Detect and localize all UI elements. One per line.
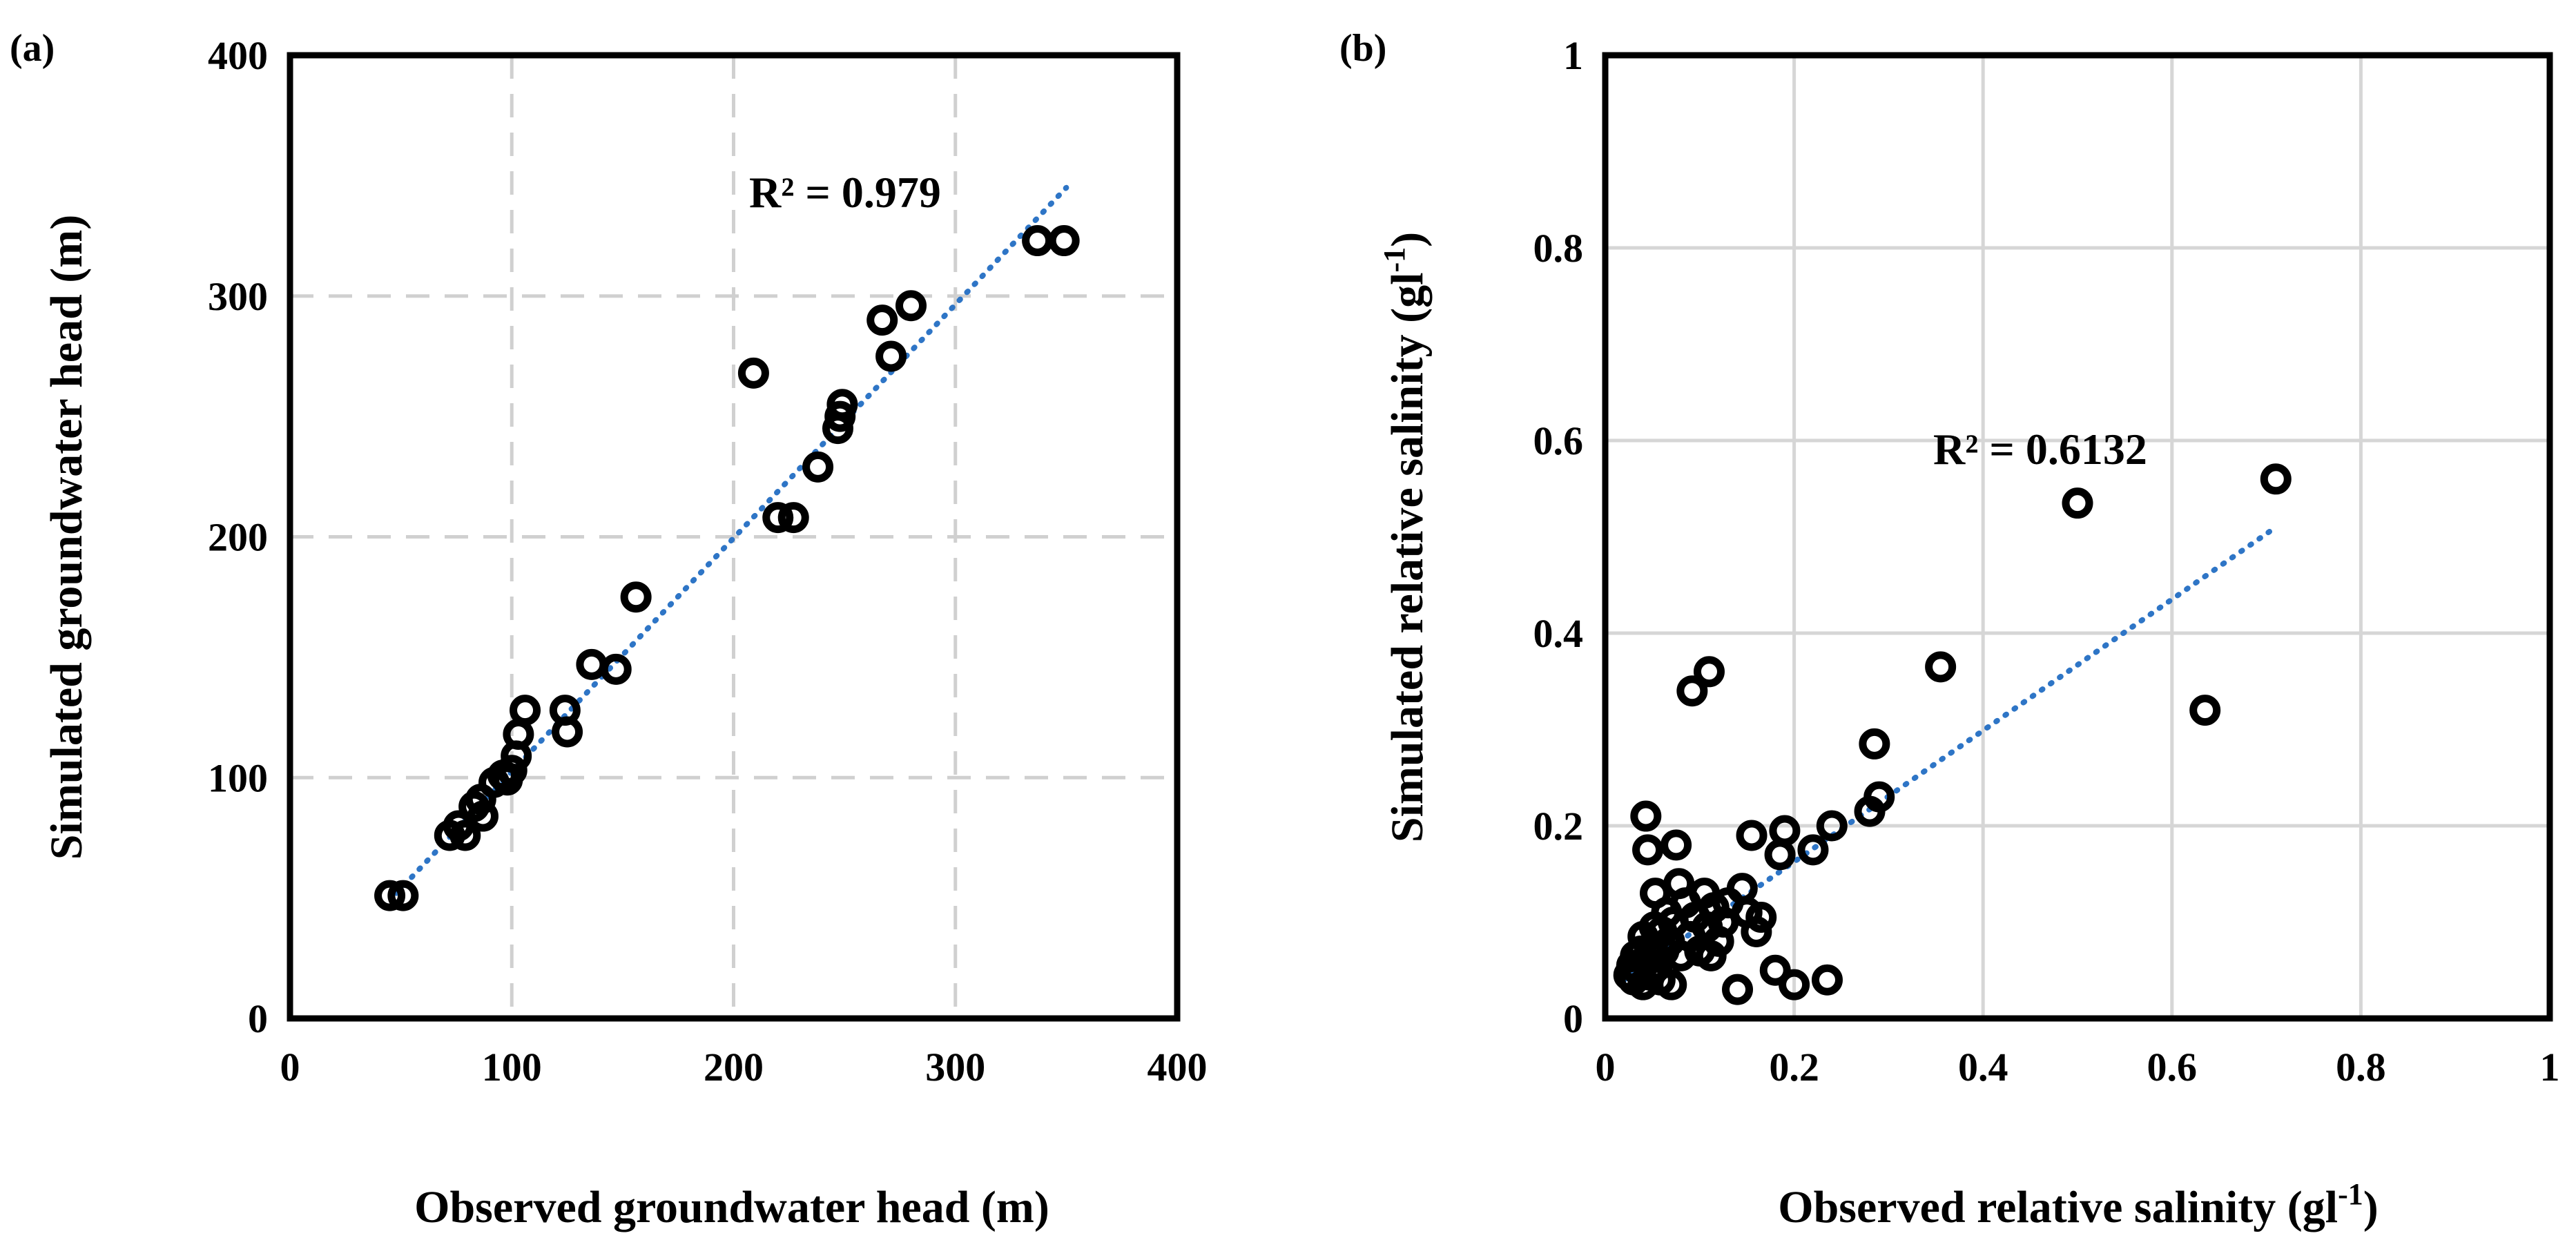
x-tick-label-b-0: 0 <box>1596 1045 1616 1090</box>
data-point-a-19 <box>620 581 652 613</box>
data-point-b-55 <box>1925 651 1957 683</box>
data-point-b-44 <box>1745 902 1777 933</box>
data-point-b-57 <box>2189 695 2221 726</box>
x-tick-label-b-3: 0.6 <box>2147 1045 2198 1090</box>
x-tick-label-b-4: 0.8 <box>2336 1045 2386 1090</box>
x-tick-label-b-1: 0.2 <box>1769 1045 1819 1090</box>
r-squared-label-b: R² = 0.6132 <box>1933 425 2147 474</box>
data-point-b-9 <box>1630 800 1662 832</box>
data-point-b-49 <box>1797 834 1829 866</box>
data-point-a-4 <box>449 820 481 851</box>
data-point-b-10 <box>1632 834 1664 866</box>
x-tick-label-b-5: 1 <box>2540 1045 2560 1090</box>
y-ticks-b: 0 0.2 0.4 0.6 0.8 1 <box>1533 33 1584 1041</box>
x-tick-label-a-0: 0 <box>280 1045 300 1090</box>
data-point-a-18 <box>600 653 632 685</box>
trendline-b <box>1621 524 2279 983</box>
r-squared-label-a: R² = 0.979 <box>749 168 941 217</box>
y-axis-title-b: Simulated relative salinity (gl-1) <box>1377 232 1433 842</box>
data-point-b-47 <box>1769 815 1801 846</box>
trendline-a <box>394 184 1069 896</box>
x-ticks-a: 0 100 200 300 400 <box>280 1045 1208 1090</box>
y-axis-title-b-tail: ) <box>1382 232 1433 247</box>
data-point-b-23 <box>1660 829 1692 861</box>
points-b <box>1613 463 2292 1005</box>
trendline-a <box>394 184 1069 896</box>
y-axis-title-a: Simulated groundwater head (m) <box>41 215 92 860</box>
y-tick-label-b-3: 0.6 <box>1533 418 1584 463</box>
data-point-b-39 <box>1722 974 1754 1005</box>
x-axis-title-b-tail: ) <box>2363 1182 2379 1232</box>
y-tick-label-a-3: 300 <box>208 274 268 319</box>
y-ticks-a: 0 100 200 300 400 <box>208 33 268 1041</box>
plot-frame-b <box>1602 52 2553 1022</box>
panel-label-b: (b) <box>1339 27 1386 70</box>
x-tick-label-b-2: 0.4 <box>1958 1045 2008 1090</box>
panel-label-a: (a) <box>10 27 55 70</box>
data-point-a-31 <box>1048 225 1080 257</box>
data-point-a-28 <box>875 340 907 372</box>
grid-a <box>290 55 1177 1018</box>
x-ticks-b: 0 0.2 0.4 0.6 0.8 1 <box>1596 1045 2560 1090</box>
data-point-a-22 <box>777 502 809 534</box>
data-point-a-16 <box>552 716 583 748</box>
data-point-a-26 <box>826 389 858 420</box>
x-axis-title-a: Observed groundwater head (m) <box>414 1182 1049 1232</box>
data-point-a-20 <box>737 357 769 389</box>
y-axis-title-b-superscript: -1 <box>1377 247 1411 273</box>
data-point-a-23 <box>802 451 834 483</box>
trendline-b <box>1621 524 2279 983</box>
data-point-a-21 <box>762 502 794 534</box>
data-point-a-14 <box>510 695 541 726</box>
x-tick-label-a-3: 300 <box>925 1045 985 1090</box>
data-point-b-58 <box>2260 463 2292 495</box>
data-point-b-54 <box>1863 781 1895 813</box>
data-point-a-29 <box>895 290 927 322</box>
data-point-b-33 <box>1693 656 1725 688</box>
data-point-b-53 <box>1859 728 1890 759</box>
y-tick-label-a-4: 400 <box>208 33 268 78</box>
plot-frame-a <box>287 52 1181 1022</box>
data-point-a-0 <box>374 880 406 911</box>
y-tick-label-a-1: 100 <box>208 755 268 800</box>
data-point-a-11 <box>496 755 527 786</box>
data-point-b-56 <box>2062 487 2093 519</box>
x-axis-title-b: Observed relative salinity (gl-1) <box>1778 1177 2379 1232</box>
data-point-b-50 <box>1811 964 1843 996</box>
x-tick-label-a-4: 400 <box>1147 1045 1208 1090</box>
data-point-b-28 <box>1676 675 1708 707</box>
data-point-b-42 <box>1736 820 1768 851</box>
x-axis-title-b-text: Observed relative salinity (gl <box>1778 1182 2338 1232</box>
x-tick-label-a-1: 100 <box>482 1045 542 1090</box>
points-a <box>374 225 1080 911</box>
y-tick-label-b-5: 1 <box>1563 33 1583 78</box>
data-point-b-48 <box>1779 969 1810 1000</box>
y-tick-label-b-1: 0.2 <box>1533 804 1584 849</box>
data-point-b-45 <box>1759 954 1791 986</box>
data-point-b-51 <box>1816 810 1848 842</box>
y-tick-label-b-0: 0 <box>1563 996 1583 1041</box>
data-point-a-27 <box>866 304 898 336</box>
data-point-b-21 <box>1656 969 1687 1000</box>
data-point-a-7 <box>467 800 498 832</box>
data-point-b-43 <box>1741 916 1772 947</box>
y-tick-label-a-2: 200 <box>208 515 268 560</box>
y-tick-label-b-4: 0.8 <box>1533 226 1584 271</box>
x-axis-title-b-superscript: -1 <box>2338 1177 2363 1211</box>
y-axis-title-b-text: Simulated relative salinity (gl <box>1382 273 1433 843</box>
y-tick-label-b-2: 0.4 <box>1533 611 1584 656</box>
data-point-a-1 <box>387 880 419 911</box>
y-tick-label-a-0: 0 <box>248 996 268 1041</box>
x-tick-label-a-2: 200 <box>704 1045 764 1090</box>
panel-b: 0 0.2 0.4 0.6 0.8 1 0 0.2 0.4 0.6 0.8 1 (b) R² = 0… <box>1339 27 2560 1232</box>
